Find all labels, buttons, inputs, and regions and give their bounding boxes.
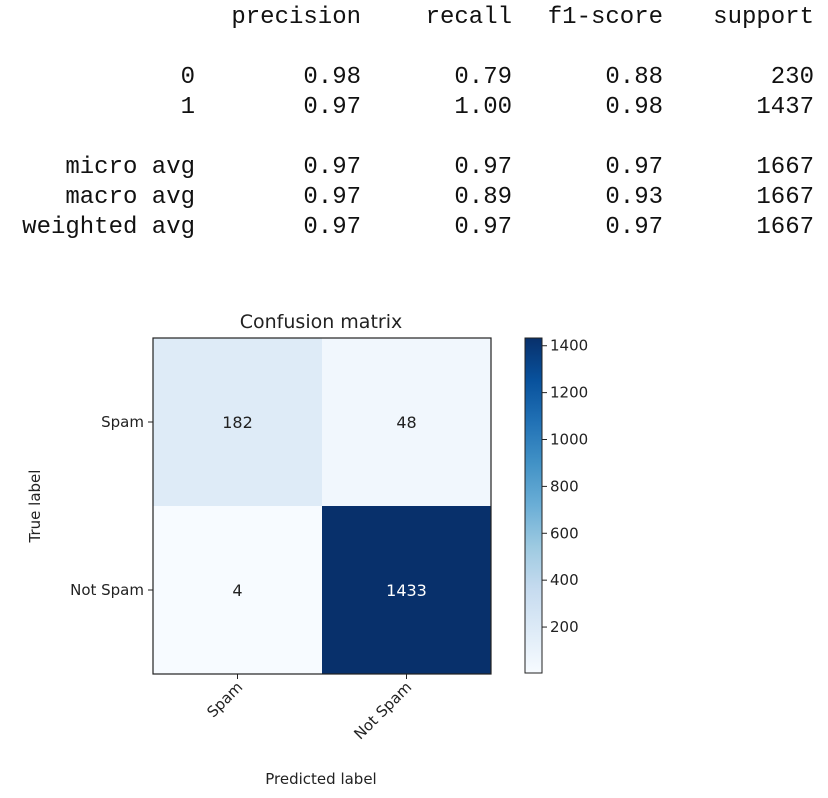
report-row-label: weighted avg xyxy=(22,214,195,241)
report-cell: 1.00 xyxy=(454,94,512,121)
classification-report: precision recall f1-score support 0 0.98… xyxy=(0,0,828,260)
matrix-cell-value: 48 xyxy=(396,413,416,432)
report-cell: 0.97 xyxy=(303,94,361,121)
colorbar-tick-label: 1200 xyxy=(550,384,588,402)
y-tick-label: Not Spam xyxy=(70,581,144,599)
colorbar-tick-label: 600 xyxy=(550,524,579,542)
report-cell: 0.89 xyxy=(454,184,512,211)
x-tick-label: Spam xyxy=(203,678,246,721)
colorbar-tick-label: 400 xyxy=(550,571,579,589)
report-cell: 0.97 xyxy=(303,214,361,241)
report-row-label: micro avg xyxy=(65,154,195,181)
report-cell: 0.98 xyxy=(303,64,361,91)
matrix-cell-value: 4 xyxy=(232,581,242,600)
report-cell: 1667 xyxy=(756,154,814,181)
report-cell: 1667 xyxy=(756,214,814,241)
report-cell: 0.97 xyxy=(303,184,361,211)
colorbar-tick-label: 1400 xyxy=(550,337,588,355)
y-axis-label: True label xyxy=(26,470,44,544)
matrix-cell xyxy=(322,506,491,674)
matrix-cell xyxy=(153,506,322,674)
confusion-matrix-chart: Confusion matrix True label Predicted la… xyxy=(26,311,588,788)
report-cell: 0.97 xyxy=(605,214,663,241)
report-cell: 0.97 xyxy=(605,154,663,181)
report-cell: 0.97 xyxy=(454,154,512,181)
report-header-f1-score: f1-score xyxy=(547,4,663,31)
matrix-cell-value: 1433 xyxy=(386,581,427,600)
colorbar-tick-label: 1000 xyxy=(550,431,588,449)
report-cell: 230 xyxy=(770,64,814,91)
matrix-cell-value: 182 xyxy=(222,413,253,432)
report-cell: 0.98 xyxy=(605,94,663,121)
plot-frame xyxy=(152,337,492,675)
x-axis-label: Predicted label xyxy=(265,770,376,788)
report-header-precision: precision xyxy=(231,4,361,31)
report-row-label: macro avg xyxy=(65,184,195,211)
report-header-support: support xyxy=(713,4,814,31)
report-cell: 0.97 xyxy=(303,154,361,181)
x-tick-label: Not Spam xyxy=(350,678,415,743)
colorbar xyxy=(524,337,543,674)
report-cell: 1667 xyxy=(756,184,814,211)
report-cell: 1437 xyxy=(756,94,814,121)
matrix-cell xyxy=(322,338,491,506)
colorbar-tick-label: 800 xyxy=(550,477,579,495)
report-cell: 0.79 xyxy=(454,64,512,91)
chart-title: Confusion matrix xyxy=(240,311,402,333)
report-cell: 0.93 xyxy=(605,184,663,211)
report-row-label: 0 xyxy=(180,64,195,91)
report-cell: 0.88 xyxy=(605,64,663,91)
matrix-cell xyxy=(153,338,322,506)
y-tick-label: Spam xyxy=(101,413,144,431)
report-row-label: 1 xyxy=(180,94,195,121)
colorbar-tick-label: 200 xyxy=(550,618,579,636)
report-cell: 0.97 xyxy=(454,214,512,241)
report-header-recall: recall xyxy=(425,4,512,31)
